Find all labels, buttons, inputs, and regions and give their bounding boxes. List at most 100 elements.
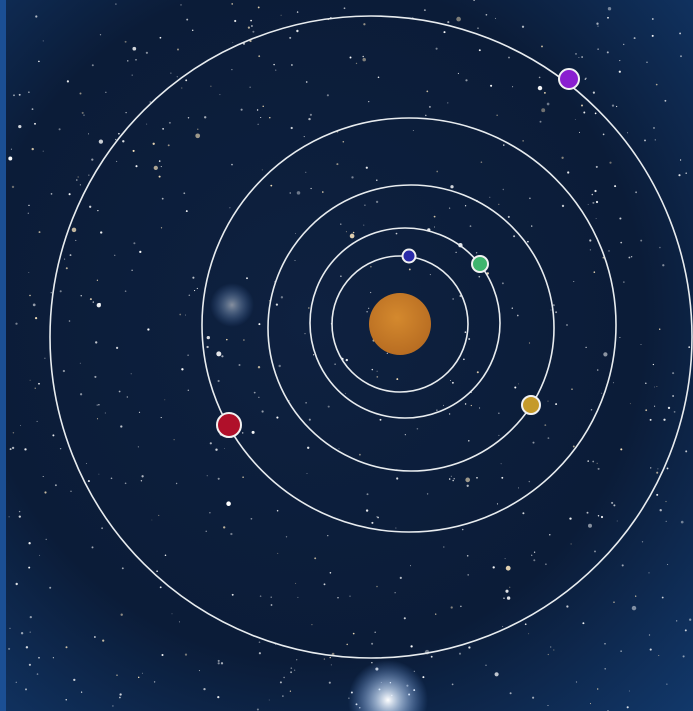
star — [452, 480, 454, 482]
star — [614, 185, 616, 187]
star — [545, 563, 547, 565]
star — [154, 681, 155, 682]
star — [630, 403, 631, 404]
star — [410, 645, 412, 647]
star — [99, 139, 103, 143]
star — [310, 114, 312, 116]
star — [623, 282, 624, 283]
star — [459, 653, 461, 655]
star — [15, 323, 17, 325]
star — [150, 101, 151, 102]
star — [29, 664, 31, 666]
planet — [217, 413, 241, 437]
star — [588, 204, 589, 205]
star — [160, 37, 162, 39]
star — [654, 387, 655, 388]
star — [531, 555, 532, 556]
star — [37, 421, 38, 422]
star — [648, 572, 649, 573]
star — [131, 373, 132, 374]
star — [681, 521, 684, 524]
star — [185, 79, 187, 81]
star — [652, 18, 654, 20]
star — [12, 186, 14, 188]
star — [97, 210, 98, 211]
star — [338, 448, 339, 449]
star — [8, 157, 12, 161]
star — [490, 85, 492, 87]
star — [620, 650, 621, 651]
star — [422, 676, 424, 678]
star — [122, 567, 124, 569]
star — [221, 355, 223, 357]
star — [544, 424, 546, 426]
star — [353, 633, 355, 635]
star — [185, 315, 186, 316]
star — [372, 369, 373, 370]
star — [586, 347, 587, 348]
star — [116, 161, 117, 162]
star — [141, 475, 143, 477]
star — [607, 51, 609, 53]
star — [497, 115, 498, 116]
star — [547, 103, 550, 106]
star — [38, 61, 40, 63]
star — [55, 484, 57, 486]
star — [666, 684, 667, 685]
star — [604, 668, 606, 670]
star — [9, 628, 10, 629]
star — [525, 623, 527, 625]
star — [465, 403, 466, 404]
star — [662, 597, 664, 599]
star — [218, 478, 220, 480]
star — [575, 119, 576, 120]
star — [350, 57, 352, 59]
star — [443, 405, 444, 406]
star — [271, 597, 272, 598]
star — [76, 179, 78, 181]
star — [495, 18, 496, 19]
star — [460, 606, 461, 607]
star — [86, 463, 87, 464]
star — [665, 501, 666, 502]
star — [258, 55, 260, 57]
star — [349, 596, 350, 597]
star — [209, 512, 210, 513]
star — [64, 259, 65, 260]
star — [513, 235, 515, 237]
star — [28, 567, 30, 569]
star — [628, 257, 630, 259]
star — [539, 77, 541, 79]
star — [119, 697, 121, 699]
star — [147, 328, 149, 330]
star — [102, 640, 104, 642]
star — [368, 101, 369, 102]
star — [181, 368, 183, 370]
star — [498, 204, 499, 205]
scene — [0, 0, 693, 711]
star — [481, 161, 483, 163]
star — [575, 53, 577, 55]
star — [470, 225, 472, 227]
star — [260, 117, 261, 118]
star — [97, 405, 98, 406]
star — [656, 386, 657, 387]
star — [283, 677, 284, 678]
star — [122, 140, 124, 142]
star — [362, 58, 366, 62]
star — [28, 542, 30, 544]
star — [502, 626, 503, 627]
star — [371, 662, 372, 663]
star — [476, 252, 477, 253]
star — [114, 255, 115, 256]
star — [435, 613, 436, 614]
star — [583, 112, 585, 114]
star — [371, 522, 373, 524]
star — [676, 620, 677, 621]
star — [447, 21, 449, 23]
star — [666, 521, 667, 522]
star — [362, 56, 364, 58]
star — [517, 315, 519, 317]
star — [282, 695, 283, 696]
star — [366, 509, 368, 511]
